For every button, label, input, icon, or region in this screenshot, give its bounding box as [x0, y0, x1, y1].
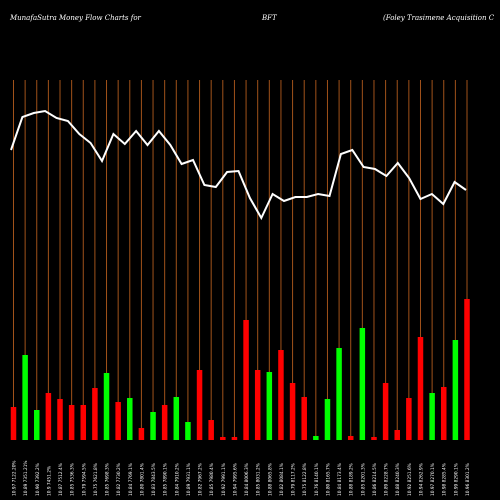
x-tick-label: 10.83 7843.5%	[151, 463, 157, 496]
flow-bar	[359, 328, 366, 440]
flow-bar	[452, 340, 459, 440]
x-tick-label: 10.84 8173.4%	[337, 463, 343, 496]
x-tick-label: 10.87 7512.4%	[58, 463, 64, 496]
header-left: MunafaSutra Money Flow Charts for	[10, 14, 141, 22]
flow-bar	[231, 437, 238, 440]
flow-bar	[80, 405, 87, 440]
flow-bar	[150, 412, 156, 440]
flow-bar	[173, 397, 180, 440]
x-tick-label: 10.99 8290.1%	[453, 463, 459, 496]
x-tick-label: 10.98 8285.4%	[442, 463, 448, 496]
flow-bar	[127, 398, 133, 440]
flow-bar	[22, 355, 28, 440]
flow-bar	[417, 337, 424, 440]
x-tick-label: 10.85 7980.4%	[209, 463, 215, 496]
x-tick-label: 10.89 8228.7%	[384, 463, 390, 496]
x-tick-label: 10.89 7931.1%	[186, 463, 192, 496]
flow-bar	[92, 388, 98, 440]
x-tick-label: 10.88 8189.2%	[349, 463, 355, 496]
flow-bar	[464, 299, 470, 440]
flow-bar	[336, 348, 342, 440]
x-tick-label: 10.86 8214.5%	[372, 463, 378, 496]
flow-bar	[266, 372, 273, 440]
x-tick-label: 10.85 7890.1%	[163, 463, 169, 496]
flow-bar	[161, 405, 168, 440]
flow-bar	[313, 436, 319, 440]
x-tick-label: 10.82 8084.1%	[279, 463, 285, 496]
header-company: (Foley Trasimene Acquisition C	[383, 14, 495, 22]
x-tick-label: 10.9 7451.2%	[46, 466, 52, 496]
flow-bar	[243, 320, 249, 440]
x-tick-label: 10.94 8262.9%	[418, 463, 424, 496]
flow-bar	[34, 410, 40, 440]
flow-bar	[57, 399, 63, 440]
x-tick-label: 10.84 8006.3%	[244, 463, 250, 496]
flow-bar	[382, 383, 389, 440]
flow-bar	[429, 393, 435, 440]
x-tick-label: 10.88 8240.3%	[395, 463, 401, 496]
x-tick-label: 10.79 8117.2%	[291, 463, 297, 496]
flow-bar	[301, 397, 307, 440]
flow-bar	[406, 398, 412, 440]
x-tick-label: 10.89 7351.21%	[23, 460, 29, 496]
x-tick-label: 10.85 7698.3%	[105, 463, 111, 496]
flow-bar	[115, 402, 121, 440]
flow-bar	[10, 407, 17, 440]
flow-bar	[278, 350, 284, 440]
flow-bar	[45, 393, 52, 440]
x-tick-label: 10.88 8065.8%	[267, 463, 273, 496]
x-tick-label: 10.97 8270.1%	[430, 463, 436, 496]
x-tick-label: 10.85 7536.3%	[70, 463, 76, 496]
x-tick-label: 10.75 7621.8%	[93, 463, 99, 496]
x-tick-label: 10.94 7995.6%	[232, 463, 238, 496]
x-tick-label: 10.84 7910.2%	[174, 463, 180, 496]
flow-bar	[185, 422, 191, 440]
x-tick-label: 10.80 8165.7%	[325, 463, 331, 496]
x-tick-label: 10.92 7991.1%	[221, 463, 227, 496]
flow-bar	[347, 436, 354, 440]
flow-bar	[254, 370, 261, 440]
x-tick-label: 10.80 7801.4%	[139, 463, 145, 496]
flow-bar	[138, 428, 145, 440]
price-line	[10, 109, 467, 221]
x-tick-label: 10.84 7769.1%	[128, 463, 134, 496]
flow-bar	[324, 399, 331, 440]
x-tick-label: 10.82 7967.2%	[198, 463, 204, 496]
x-tick-label: 10.75 8122.8%	[302, 463, 308, 496]
flow-bar	[68, 405, 75, 440]
flow-bar	[440, 387, 447, 440]
flow-bar	[196, 370, 203, 440]
x-tick-label: 10.85 8201.3%	[360, 463, 366, 496]
flow-bar	[371, 437, 377, 440]
header-ticker: BFT	[262, 14, 277, 22]
x-tick-label: 10.79 7594.5%	[81, 463, 87, 496]
flow-bar	[103, 373, 110, 440]
flow-bar	[394, 430, 400, 440]
x-tick-label: 10.97 7122.20%	[12, 460, 18, 496]
flow-bar	[208, 420, 214, 440]
x-tick-label: 10.90 7392.2%	[35, 463, 41, 496]
x-tick-label: 10.82 7730.2%	[116, 463, 122, 496]
x-tick-label: 10.76 8140.1%	[314, 463, 320, 496]
flow-bar	[220, 437, 226, 440]
x-tick-label: 10.96 8301.2%	[465, 463, 471, 496]
x-tick-label: 10.85 8031.2%	[256, 463, 262, 496]
x-tick-label: 10.92 8251.6%	[407, 463, 413, 496]
flow-bar	[289, 383, 296, 440]
